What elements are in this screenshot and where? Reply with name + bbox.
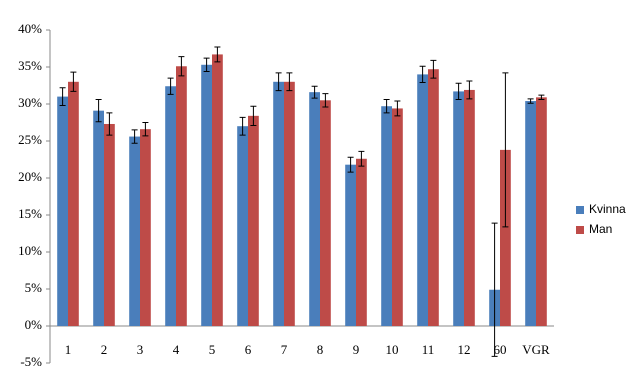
error-bar bbox=[491, 222, 498, 357]
y-tick-label: -5% bbox=[20, 354, 42, 369]
error-bar bbox=[527, 98, 534, 104]
bar bbox=[176, 66, 187, 326]
error-bar bbox=[95, 99, 102, 123]
bar bbox=[237, 126, 248, 326]
bar bbox=[320, 100, 331, 326]
legend-label: Kvinna bbox=[589, 202, 626, 216]
error-bar bbox=[383, 99, 390, 114]
legend-swatch bbox=[576, 206, 584, 214]
error-bar bbox=[322, 93, 329, 108]
bar bbox=[140, 129, 151, 326]
error-bar bbox=[142, 122, 149, 137]
error-bar bbox=[502, 72, 509, 228]
bar bbox=[536, 97, 547, 326]
y-tick-label: 30% bbox=[18, 95, 42, 110]
error-bar bbox=[131, 129, 138, 144]
error-bar bbox=[347, 156, 354, 173]
bar bbox=[525, 101, 536, 326]
bar bbox=[345, 164, 356, 326]
y-tick-label: 25% bbox=[18, 132, 42, 147]
error-bar bbox=[466, 80, 473, 100]
x-tick-label: 60 bbox=[494, 342, 507, 357]
error-bar bbox=[178, 56, 185, 77]
bar bbox=[129, 136, 140, 326]
error-bar bbox=[106, 112, 113, 136]
bar bbox=[309, 92, 320, 326]
error-bar bbox=[311, 85, 318, 99]
bar bbox=[381, 106, 392, 326]
legend-label: Man bbox=[589, 222, 612, 236]
y-tick-label: 0% bbox=[25, 317, 43, 332]
x-tick-label: 12 bbox=[458, 342, 471, 357]
bar bbox=[68, 81, 79, 326]
x-tick-label: 3 bbox=[137, 342, 144, 357]
bar bbox=[165, 86, 176, 327]
bar bbox=[356, 158, 367, 326]
y-tick-label: 5% bbox=[25, 280, 43, 295]
error-bar bbox=[394, 100, 401, 117]
error-bar bbox=[70, 71, 77, 92]
x-tick-label: 2 bbox=[101, 342, 108, 357]
error-bar bbox=[203, 57, 210, 72]
x-tick-label: VGR bbox=[522, 342, 550, 357]
error-bar bbox=[239, 116, 246, 136]
y-tick-label: 40% bbox=[18, 21, 42, 36]
error-bar bbox=[250, 105, 257, 126]
error-bar bbox=[59, 87, 66, 106]
y-tick-label: 20% bbox=[18, 169, 42, 184]
x-tick-label: 11 bbox=[422, 342, 435, 357]
error-bar bbox=[430, 59, 437, 79]
x-tick-label: 9 bbox=[353, 342, 360, 357]
error-bar bbox=[214, 46, 221, 63]
x-tick-label: 6 bbox=[245, 342, 252, 357]
error-bar bbox=[419, 65, 426, 84]
y-tick-label: 35% bbox=[18, 58, 42, 73]
y-tick-label: 10% bbox=[18, 243, 42, 258]
bar bbox=[273, 81, 284, 326]
x-tick-label: 4 bbox=[173, 342, 180, 357]
bar bbox=[93, 110, 104, 326]
x-tick-label: 10 bbox=[386, 342, 399, 357]
x-tick-label: 5 bbox=[209, 342, 216, 357]
y-tick-label: 15% bbox=[18, 206, 42, 221]
x-tick-label: 8 bbox=[317, 342, 324, 357]
x-tick-label: 1 bbox=[65, 342, 72, 357]
error-bar bbox=[275, 72, 282, 92]
error-bar bbox=[455, 82, 462, 101]
bar bbox=[248, 115, 259, 326]
legend-swatch bbox=[576, 226, 584, 234]
bar bbox=[201, 64, 212, 326]
bar bbox=[104, 123, 115, 326]
bar bbox=[417, 74, 428, 327]
bar bbox=[500, 149, 511, 326]
error-bar bbox=[286, 72, 293, 92]
error-bar bbox=[167, 77, 174, 95]
bar bbox=[392, 108, 403, 326]
bar bbox=[284, 81, 295, 326]
error-bar bbox=[538, 94, 545, 101]
error-bar bbox=[358, 150, 365, 167]
bar bbox=[57, 96, 68, 326]
bar bbox=[464, 89, 475, 326]
bar bbox=[212, 54, 223, 327]
bar bbox=[453, 91, 464, 326]
x-tick-label: 7 bbox=[281, 342, 288, 357]
bar bbox=[428, 69, 439, 326]
